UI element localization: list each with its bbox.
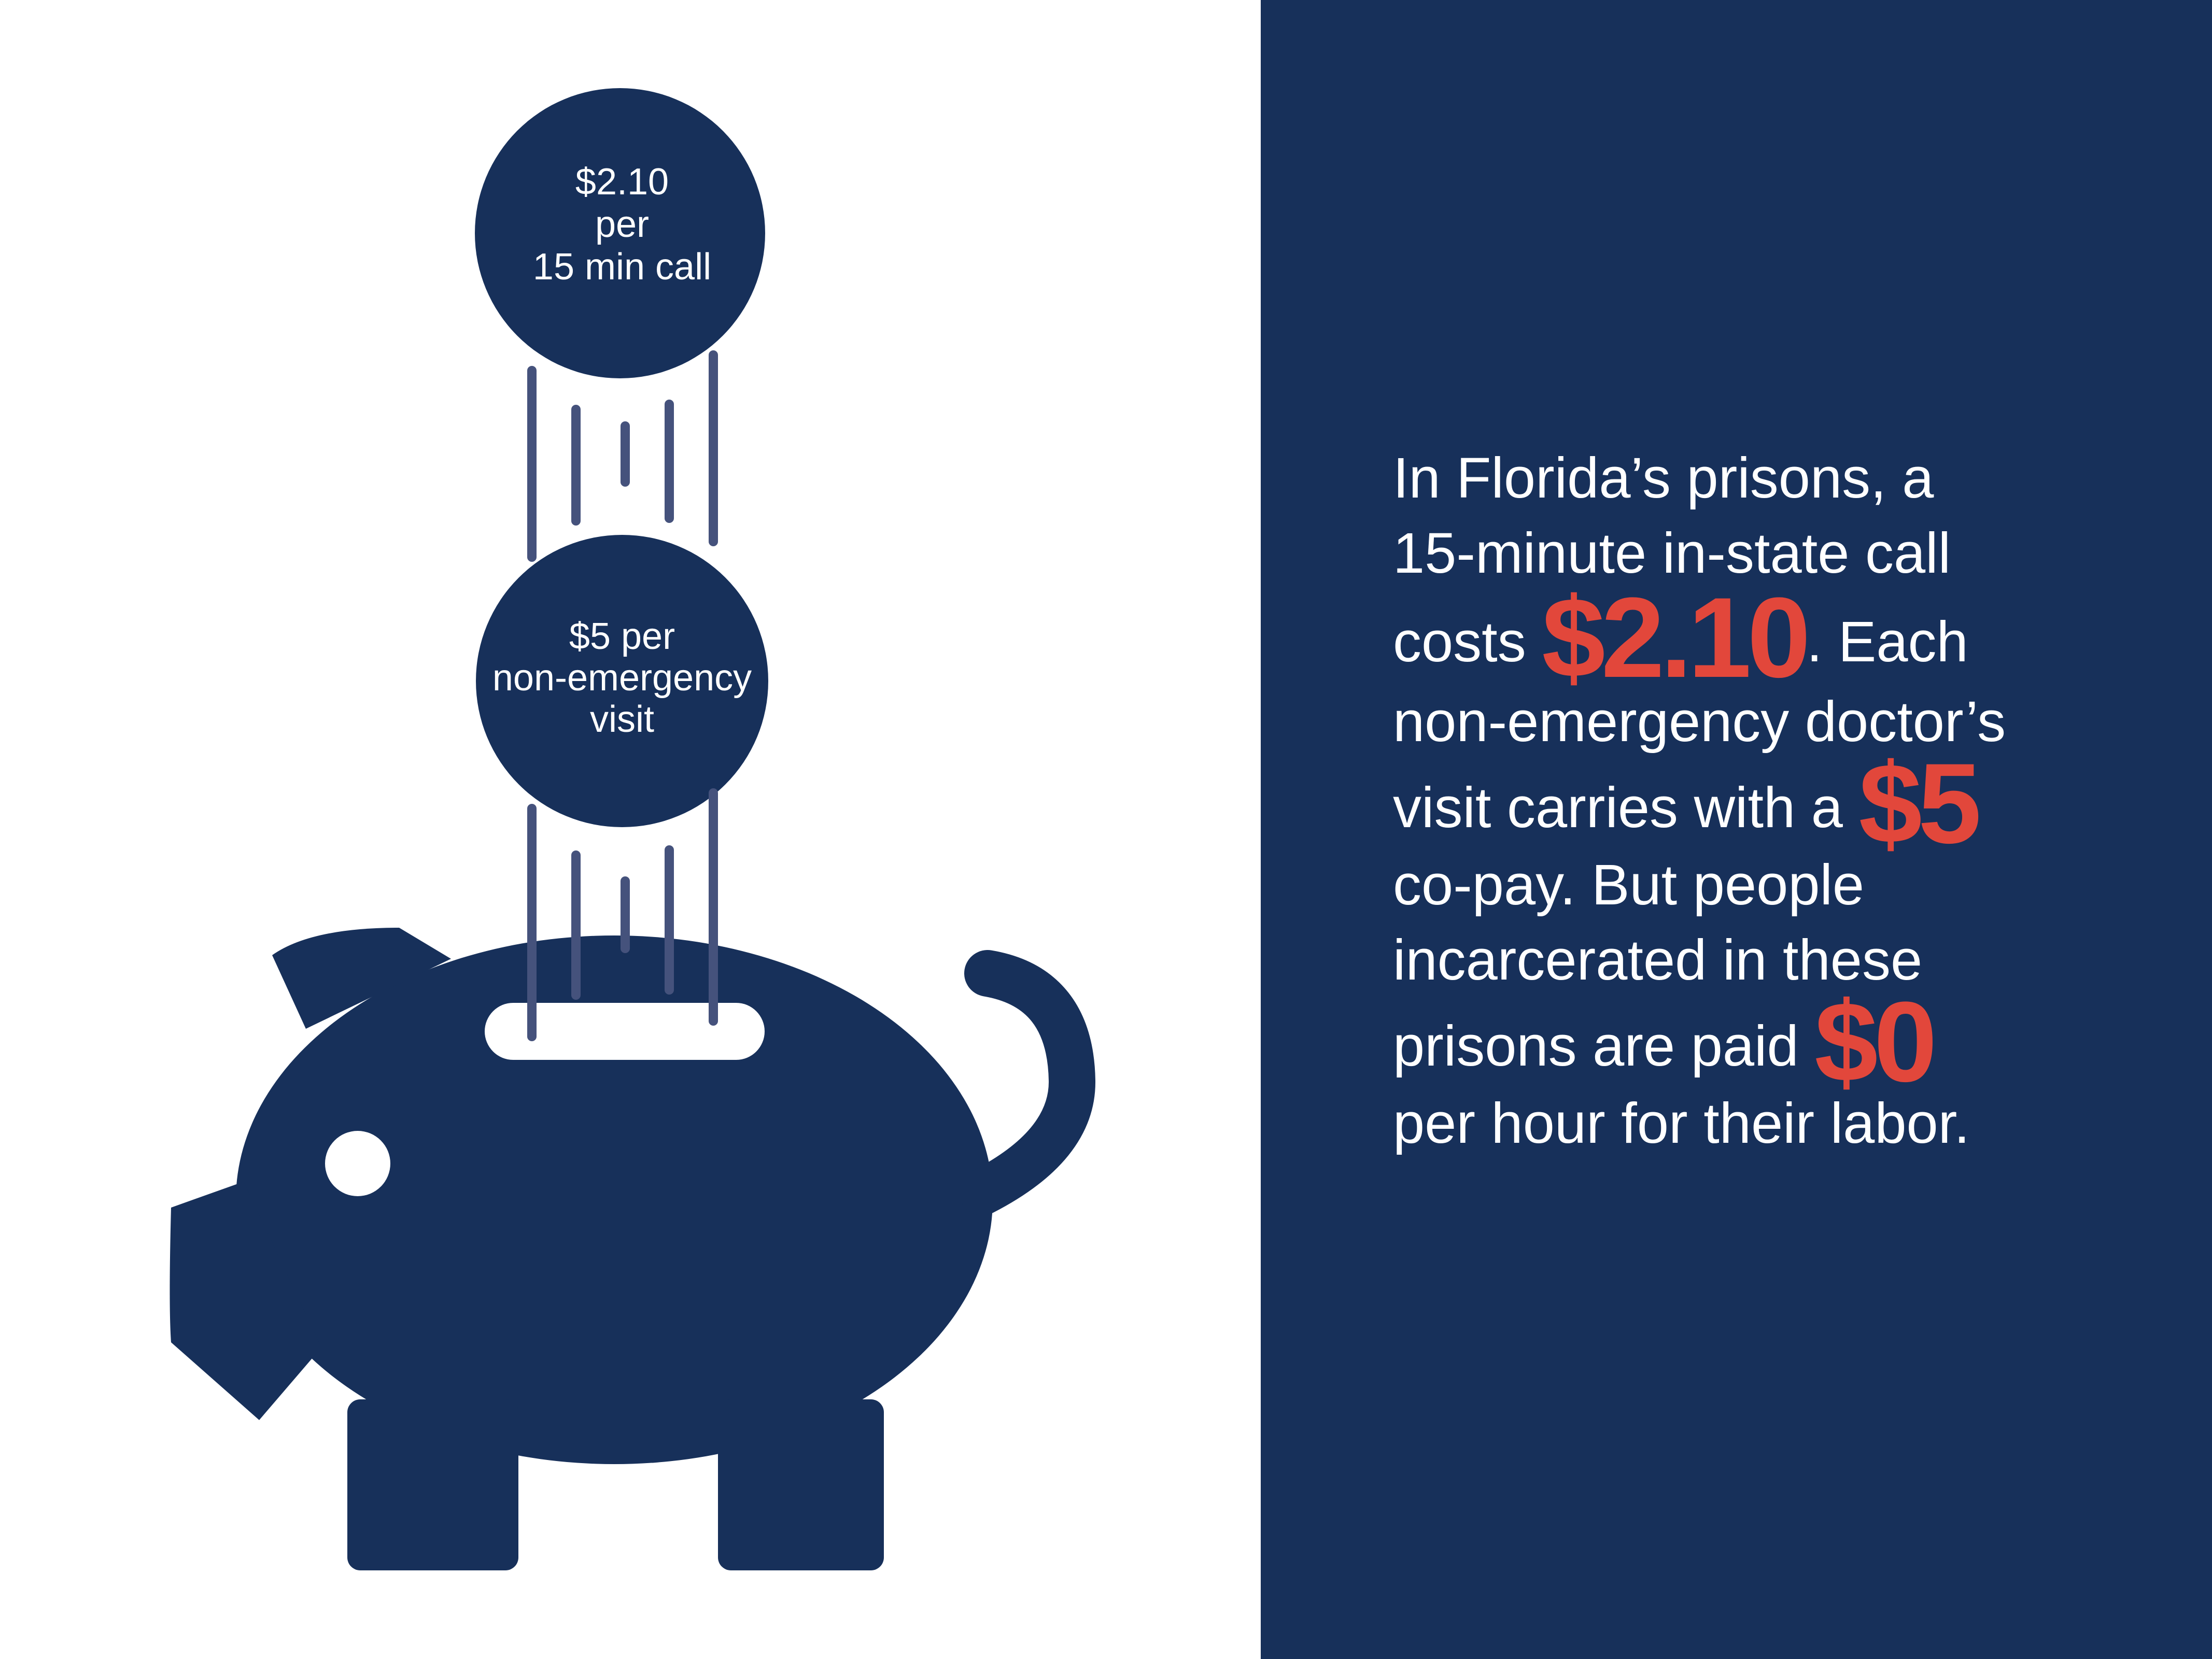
- statement-line: visit carries with a $5: [1393, 746, 2145, 860]
- call-cost-highlight: $2.10: [1542, 574, 1811, 701]
- coin-line: $5 per: [569, 616, 675, 657]
- statement-fragment: visit carries with a: [1393, 776, 1859, 840]
- coin-line: visit: [590, 699, 654, 740]
- statement-text: In Florida’s prisons, a 15-minute in-sta…: [1393, 441, 2145, 1161]
- coin-line: non-emergency: [492, 657, 752, 699]
- statement-line: per hour for their labor.: [1393, 1091, 1970, 1155]
- coin-icon: [476, 535, 768, 827]
- statement-line: incarcerated in these: [1393, 928, 1923, 992]
- coin-line: $2.10: [575, 161, 669, 203]
- statement-fragment: costs: [1393, 610, 1542, 674]
- illustration-panel: $2.10 per 15 min call $5 per non-emergen…: [170, 88, 1095, 1570]
- statement-line: In Florida’s prisons, a: [1393, 446, 1934, 510]
- statement-line: costs $2.10. Each: [1393, 580, 2145, 694]
- statement-line: non-emergency doctor’s: [1393, 690, 2006, 754]
- coin-line: per: [595, 204, 650, 245]
- coin-line: 15 min call: [532, 246, 712, 288]
- statement-line: prisons are paid $0: [1393, 985, 2145, 1099]
- motion-lines-lower: [527, 788, 718, 1041]
- piggy-bank-illustration: [170, 88, 1095, 1570]
- coin-icon: [475, 88, 765, 378]
- coin-slot: [485, 1003, 765, 1060]
- pig-eye: [325, 1131, 390, 1196]
- wage-highlight: $0: [1814, 978, 1937, 1105]
- statement-fragment: . Each: [1806, 610, 1968, 674]
- statement-fragment: prisons are paid: [1393, 1014, 1815, 1078]
- call-cost-coin-label: $2.10 per 15 min call: [467, 161, 778, 288]
- statement-panel: [1261, 0, 2212, 1659]
- statement-line: co-pay. But people: [1393, 853, 1865, 917]
- motion-lines-upper: [527, 350, 718, 562]
- piggy-bank-icon: [170, 928, 1095, 1570]
- copay-highlight: $5: [1858, 740, 1982, 867]
- visit-cost-coin-label: $5 per non-emergency visit: [467, 616, 778, 740]
- statement-line: 15-minute in-state call: [1393, 521, 1951, 585]
